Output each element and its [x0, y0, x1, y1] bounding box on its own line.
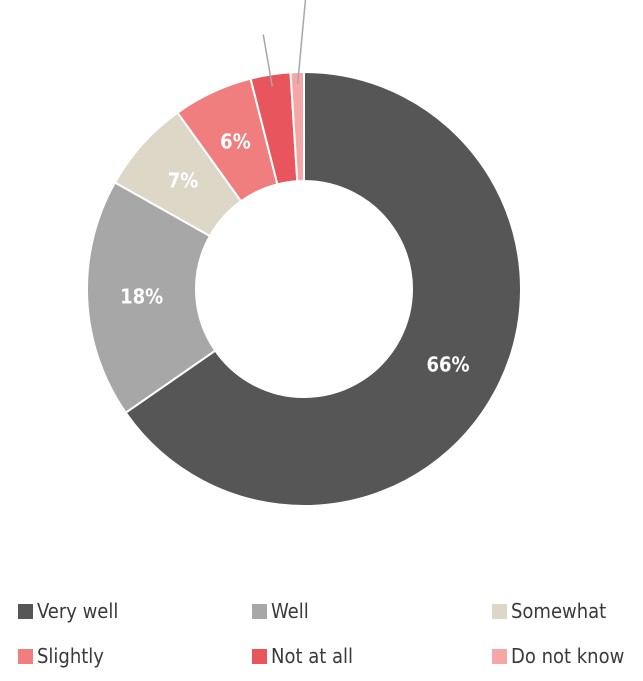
legend-item-slightly: Slightly: [18, 643, 104, 669]
leader-lines: [262, 0, 307, 87]
slice-labels: 66%18%7%6%3%1%: [120, 0, 469, 376]
donut-slices: [86, 70, 522, 507]
legend-label: Slightly: [37, 644, 104, 668]
slice-label-well: 18%: [120, 285, 163, 309]
legend-item-very-well: Very well: [18, 598, 118, 624]
legend-swatch: [492, 648, 507, 664]
leader-line-do-not-know: [296, 0, 307, 85]
legend-swatch: [492, 603, 507, 619]
legend-label: Very well: [37, 599, 119, 623]
legend-label: Somewhat: [511, 599, 607, 623]
legend-item-not-at-all: Not at all: [252, 643, 353, 669]
legend-label: Do not know: [511, 644, 625, 668]
legend-swatch: [252, 603, 267, 619]
slice-well: [86, 181, 217, 415]
donut-chart: 66%18%7%6%3%1%: [86, 0, 522, 507]
leader-line-not-at-all: [262, 34, 273, 87]
slice-do-not-know: [289, 70, 305, 183]
legend-label: Well: [271, 599, 309, 623]
legend-item-somewhat: Somewhat: [492, 598, 606, 624]
legend-swatch: [18, 603, 33, 619]
slice-label-somewhat: 7%: [168, 169, 199, 193]
legend-swatch: [252, 648, 267, 664]
legend-swatch: [18, 648, 33, 664]
slice-label-very-well: 66%: [426, 352, 469, 376]
legend-item-do-not-know: Do not know: [492, 643, 624, 669]
legend-label: Not at all: [271, 644, 354, 668]
legend-item-well: Well: [252, 598, 309, 624]
legend: Very well Well Somewhat Slightly Not at …: [0, 590, 643, 681]
slice-very-well: [124, 70, 522, 507]
slice-label-slightly: 6%: [220, 130, 251, 154]
